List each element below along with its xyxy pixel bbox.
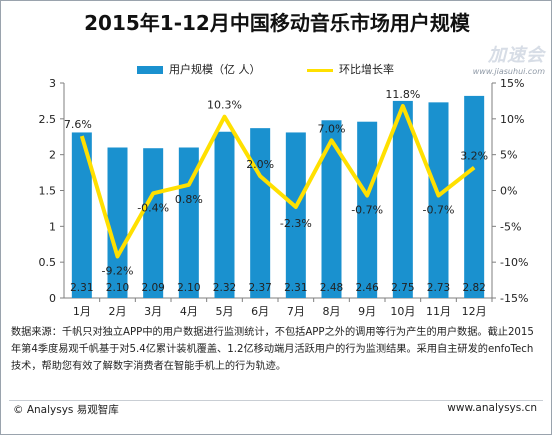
bar-value-label: 2.46: [355, 282, 379, 294]
line-value-label: 0.8%: [175, 193, 203, 206]
x-tick-label: 12月: [462, 305, 487, 318]
x-tick-label: 6月: [251, 305, 269, 318]
legend-bar-label: 用户规模（亿 人）: [169, 63, 261, 76]
line-value-label: 10.3%: [207, 99, 242, 112]
line-value-label: 7.6%: [64, 118, 92, 131]
bar: [250, 128, 271, 298]
legend: 用户规模（亿 人） 环比增长率: [1, 62, 552, 78]
x-tick-label: 9月: [358, 305, 376, 318]
watermark-url: www.jiasuhui.com: [472, 67, 545, 76]
growth-rate-line: [79, 103, 476, 259]
x-tick-label: 3月: [144, 305, 162, 318]
y-left-tick-label: 2: [49, 149, 56, 162]
y-left-tick-label: 3: [49, 77, 56, 90]
y-right-tick-label: 15%: [500, 77, 524, 90]
bar-value-label: 2.75: [391, 282, 414, 294]
y-left-tick-label: 2.5: [39, 113, 57, 126]
y-left-tick-label: 1: [49, 220, 56, 233]
y-right-tick-label: -10%: [500, 256, 528, 269]
line-value-label: -0.7%: [351, 204, 383, 217]
y-left-tick-label: 0: [49, 292, 56, 305]
chart-title: 2015年1-12月中国移动音乐市场用户规模: [84, 11, 470, 35]
footer-divider: [9, 400, 543, 401]
line-value-label: 11.8%: [385, 88, 420, 101]
y-left-tick-label: 0.5: [39, 256, 57, 269]
bar-value-label: 2.73: [427, 282, 450, 294]
line-value-label: 3.2%: [460, 150, 488, 163]
x-tick-label: 1月: [73, 305, 91, 318]
legend-line-swatch: [307, 68, 333, 72]
legend-item-line: 环比增长率: [307, 62, 394, 78]
bar: [107, 147, 128, 298]
bar: [71, 132, 92, 298]
bar: [321, 120, 342, 299]
line-value-label: -0.7%: [423, 204, 455, 217]
bar: [357, 121, 378, 298]
x-tick-label: 11月: [426, 305, 451, 318]
bar: [285, 132, 306, 298]
watermark-logo: 加速会: [488, 45, 545, 66]
x-tick-label: 8月: [323, 305, 341, 318]
bar: [214, 131, 235, 298]
site-url: www.analysys.cn: [447, 402, 537, 414]
bar-value-label: 2.10: [177, 282, 200, 294]
x-tick-label: 4月: [180, 305, 198, 318]
bar-value-label: 2.32: [213, 282, 236, 294]
line-value-label: 7.0%: [318, 122, 346, 135]
line-value-label: 2.0%: [246, 158, 274, 171]
x-tick-label: 7月: [287, 305, 305, 318]
legend-line-label: 环比增长率: [339, 63, 394, 76]
y-right-tick-label: 10%: [500, 113, 524, 126]
y-right-tick-label: -15%: [500, 292, 528, 305]
data-source-note: 数据来源：千帆只对独立APP中的用户数据进行监测统计，不包括APP之外的调用等行…: [11, 327, 534, 372]
bar-value-label: 2.82: [462, 282, 485, 294]
copyright-text: © Analysys 易观智库: [13, 404, 119, 416]
bar-value-label: 2.48: [320, 282, 343, 294]
bar-value-label: 2.10: [106, 282, 129, 294]
legend-bar-swatch: [137, 66, 163, 74]
chart-plot: 0 0.5 1 1.5 2 2.5 3 -15% -10% -5% 0% 5% 10% 15% 2.31 1月…: [39, 77, 529, 318]
x-tick-label: 10月: [390, 305, 415, 318]
line-value-label: -9.2%: [102, 264, 134, 277]
watermark: 加速会 www.jiasuhui.com: [473, 41, 545, 76]
y-right-tick-label: 5%: [500, 149, 517, 162]
bar-value-label: 2.31: [70, 282, 93, 294]
bar-value-label: 2.09: [141, 282, 164, 294]
bar: [143, 148, 164, 298]
legend-item-bar: 用户规模（亿 人）: [137, 62, 261, 78]
y-left-tick-label: 1.5: [39, 185, 57, 198]
bar: [428, 102, 449, 298]
bar-value-label: 2.37: [248, 282, 271, 294]
x-tick-label: 2月: [109, 305, 127, 318]
bar: [392, 100, 413, 299]
line-value-label: -2.3%: [280, 217, 312, 230]
footer: © Analysys 易观智库 www.analysys.cn: [1, 400, 551, 434]
y-right-tick-label: -5%: [500, 220, 521, 233]
bar: [464, 95, 485, 299]
bar-value-label: 2.31: [284, 282, 307, 294]
y-right-tick-label: 0%: [500, 185, 517, 198]
line-value-label: -0.4%: [137, 201, 169, 214]
x-tick-label: 5月: [216, 305, 234, 318]
